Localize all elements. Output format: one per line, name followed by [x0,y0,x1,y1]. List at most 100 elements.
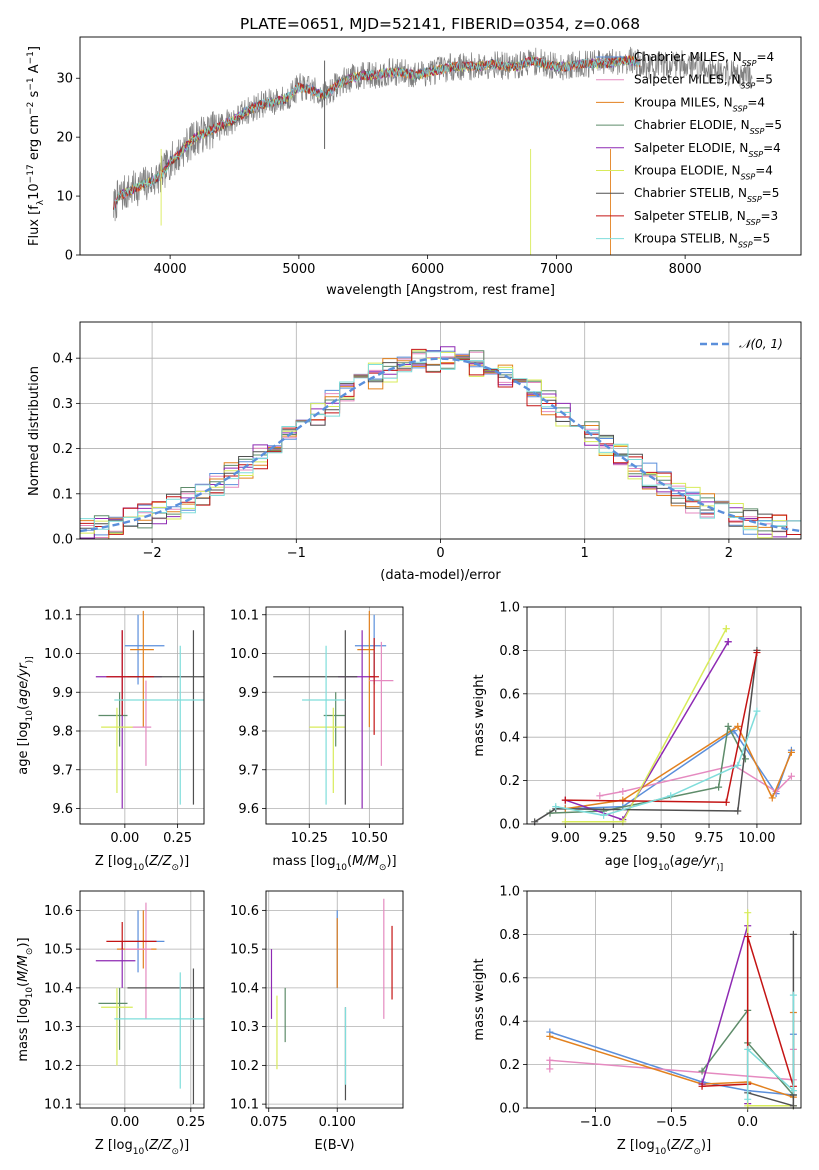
x-tick-label: −2 [143,546,162,561]
x-axis-label: Z [log10(Z/Z⊙)] [617,1138,711,1157]
legend-label: Chabrier MILES, NSSP=4 [634,50,774,68]
ebv-mass-panel: 0.075 0.100 10.1 10.2 10.3 10.4 10.5 10.6 E(B-V) [230,890,404,1153]
weight-point-marker [722,798,730,806]
y-tick-label: 10.4 [230,981,259,996]
weight-point-marker [715,783,723,791]
x-tick-label: 0.00 [110,1115,139,1130]
x-tick-label: 0.00 [110,831,139,846]
y-tick-label: 0.0 [499,818,520,833]
weight-point-marker [619,787,627,795]
y-tick-label: 10.3 [44,1020,73,1035]
x-tick-label: 2 [725,546,733,561]
weight-series-line [565,641,729,821]
axes-frame [526,606,802,825]
x-tick-label: 0.0 [737,1115,758,1130]
axes-frame [79,890,205,1109]
weight-point-marker [724,638,732,646]
histogram-step-line [80,351,801,536]
weight-point-marker [744,933,752,941]
weight-point-marker [724,722,732,730]
weight-point-marker [734,722,742,730]
y-axis-label: mass weight [472,674,487,756]
legend-label: Salpeter STELIB, NSSP=3 [634,209,778,227]
weight-point-marker [753,649,761,657]
y-tick-label: 0.6 [499,687,520,702]
weight-point-marker [789,991,797,999]
weight-point-marker [744,909,752,917]
y-tick-label: 0.1 [52,487,73,502]
spectrum-panel: 4000 5000 6000 7000 8000 0 10 20 30 Chabrier MILE… [26,36,802,298]
x-tick-label: 9.00 [551,831,580,846]
y-tick-label: 10.5 [230,943,259,958]
x-axis-label: Z [log10(Z/Z⊙)] [95,854,189,873]
x-tick-label: 7000 [540,262,573,277]
y-tick-label: 9.6 [52,802,73,817]
x-tick-label: 5000 [282,262,315,277]
weight-point-marker [744,1095,752,1103]
axes-frame [265,606,404,825]
weight-series-line [702,936,795,1088]
legend-label: Kroupa STELIB, NSSP=5 [634,232,770,250]
x-tick-label: 1 [581,546,589,561]
y-tick-label: 9.6 [238,802,259,817]
x-tick-label: −1.0 [580,1115,612,1130]
weight-point-marker [600,811,608,819]
y-tick-label: 10.1 [44,1098,73,1113]
axes-frame [265,890,404,1109]
axes-frame [79,321,802,540]
weight-point-marker [698,1067,706,1075]
axes-frame [526,890,802,1109]
weight-series-line [565,628,727,823]
figure-title: PLATE=0651, MJD=52141, FIBERID=0354, z=0… [240,15,640,33]
y-tick-label: 10.1 [44,608,73,623]
y-tick-label: 10.1 [230,608,259,623]
x-tick-label: 0.100 [319,1115,356,1130]
weight-point-marker [768,794,776,802]
y-tick-label: 0.8 [499,928,520,943]
x-tick-label: 0.075 [250,1115,287,1130]
x-axis-label: wavelength [Angstrom, rest frame] [326,283,555,298]
y-axis-label: mass weight [472,958,487,1040]
weight-point-marker [546,1065,554,1073]
y-tick-label: 0.8 [499,644,520,659]
y-tick-label: 0.6 [499,971,520,986]
y-tick-label: 10.6 [44,904,73,919]
weight-point-marker [722,625,730,633]
weight-point-marker [546,1032,554,1040]
x-axis-label: mass [log10(M/M⊙)] [272,854,396,873]
y-axis-label: Flux [fλ10−17 erg cm−2 s−1 A−1] [26,46,46,246]
y-tick-label: 10.3 [230,1020,259,1035]
y-tick-label: 1.0 [499,601,520,616]
x-axis-label: E(B-V) [314,1138,354,1153]
axes-frame [79,606,205,825]
y-tick-label: 9.7 [52,763,73,778]
y-tick-label: 10 [56,190,73,205]
x-axis-label: (data-model)/error [380,568,501,583]
weight-point-marker [741,755,749,763]
y-tick-label: 9.9 [238,686,259,701]
legend-label: Chabrier STELIB, NSSP=5 [634,186,779,204]
y-tick-label: 9.9 [52,686,73,701]
y-tick-label: 10.2 [44,1059,73,1074]
y-tick-label: 20 [56,131,73,146]
x-tick-label: 4000 [154,262,187,277]
x-tick-label: 9.75 [695,831,724,846]
z-weight-panel: −1.0 −0.5 0.0 0.0 0.2 0.4 0.6 0.8 1.0 Z [log10(Z/… [472,885,802,1157]
legend-label: Chabrier ELODIE, NSSP=5 [634,118,782,136]
y-tick-label: 0.0 [52,533,73,548]
data-spectrum [113,46,753,222]
y-tick-label: 0.3 [52,397,73,412]
y-tick-label: 0.4 [499,1015,520,1030]
weight-point-marker [789,930,797,938]
y-tick-label: 10.1 [230,1098,259,1113]
weight-point-marker [734,761,742,769]
y-tick-label: 0.4 [499,731,520,746]
x-tick-label: 0.25 [163,831,192,846]
legend-label: Salpeter MILES, NSSP=5 [634,73,773,91]
legend-label: Kroupa MILES, NSSP=4 [634,95,765,113]
y-tick-label: 0.2 [499,774,520,789]
weight-point-marker [546,1056,554,1064]
y-axis-label: age [log10(age/yr)] [16,656,35,774]
weight-point-marker [667,792,675,800]
y-tick-label: 0 [65,249,73,264]
